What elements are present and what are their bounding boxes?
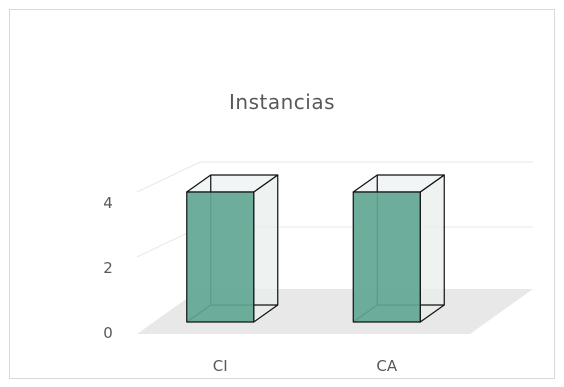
bar-side-face — [419, 174, 445, 323]
y-tick-label: 2 — [103, 259, 113, 277]
y-tick-label: 0 — [103, 324, 113, 342]
bar-front-face — [352, 191, 421, 323]
bar-ci — [186, 174, 279, 323]
x-tick-label: CI — [213, 357, 228, 375]
x-tick-label: CA — [376, 357, 397, 375]
y-tick-label: 4 — [103, 194, 113, 212]
bar-ca — [352, 174, 445, 323]
bar-side-face — [253, 174, 279, 323]
chart-title: Instancias — [229, 90, 335, 114]
bar-front-face — [186, 191, 255, 323]
gridline-side — [136, 161, 201, 193]
